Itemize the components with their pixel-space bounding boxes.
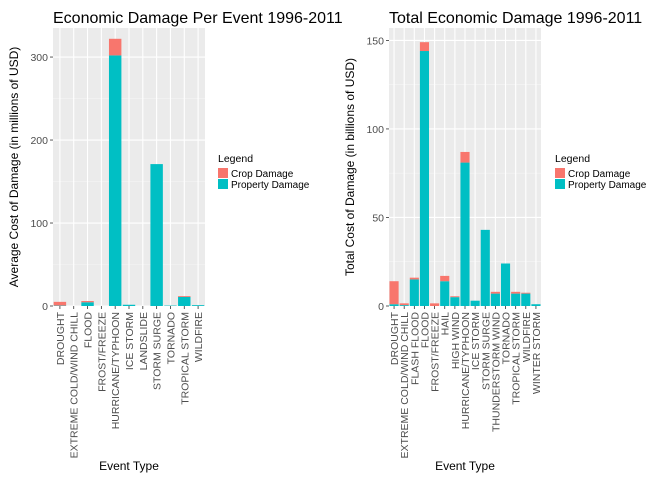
per-event-bar-property-2 (81, 302, 94, 306)
total-x-tick-label: THUNDERSTORM WIND (490, 312, 502, 432)
per-event-bar-property-9 (178, 296, 191, 306)
total-bar-property-0 (389, 304, 399, 306)
per-event-x-tick-label: HURRICANE/TYPHOON (110, 312, 122, 429)
total-x-tick-label: WILDFIRE (521, 312, 533, 362)
total-x-tick-label: FROST/FREEZE (430, 312, 442, 392)
per-event-x-tick-label: EXTREME COLD/WIND CHILL (69, 312, 81, 459)
per-event-legend-swatch (218, 179, 228, 189)
total-x-tick-label: TROPICAL STORM (511, 312, 523, 405)
total-legend-label: Property Damage (568, 180, 647, 191)
total-y-tick-label: 100 (366, 124, 384, 136)
total-bar-property-13 (521, 293, 531, 306)
total-x-tick-label: HAIL (440, 312, 452, 336)
total-bar-property-2 (409, 279, 419, 306)
per-event-x-axis-title: Event Type (99, 459, 159, 473)
per-event-x-tick-label: ICE STORM (124, 312, 136, 370)
per-event-bar-crop-0 (53, 301, 67, 306)
per-event-x-tick-label: TORNADO (165, 312, 177, 364)
total-x-tick-label: HIGH WIND (450, 312, 462, 370)
per-event-bar-property-10 (191, 305, 205, 306)
per-event-legend-label: Property Damage (231, 180, 310, 191)
total-bar-crop-4 (430, 303, 440, 306)
per-event-bar-crop-2 (81, 301, 94, 303)
total-x-tick-label: WINTER STORM (531, 312, 543, 394)
total-bar-crop-10 (490, 291, 500, 294)
total-bar-property-8 (470, 300, 480, 306)
total-bar-property-6 (450, 297, 460, 306)
total-bar-crop-2 (409, 277, 419, 280)
total-bar-crop-7 (460, 151, 470, 163)
total-x-axis-title: Event Type (435, 459, 495, 473)
total-legend-title: Legend (555, 153, 590, 165)
per-event-legend-swatch (218, 168, 228, 178)
per-event-y-tick-label: 300 (30, 52, 48, 64)
total-legend-swatch (555, 179, 565, 189)
total-bar-property-14 (531, 304, 541, 306)
per-event-x-tick-label: WILDFIRE (193, 312, 205, 362)
total-bar-property-10 (490, 293, 500, 306)
per-event-legend-title: Legend (218, 153, 253, 165)
per-event-x-tick-label: FLOOD (83, 312, 95, 349)
total-y-axis-title: Total Cost of Damage (in billions of USD… (343, 58, 357, 276)
total-x-tick-label: TORNADO (501, 312, 513, 364)
total-y-tick-label: 150 (366, 35, 384, 47)
total-bar-property-11 (500, 263, 511, 306)
total-bar-property-5 (440, 281, 450, 306)
total-bar-crop-12 (511, 291, 521, 294)
total-bar-crop-13 (521, 292, 531, 294)
total-y-tick-label: 50 (372, 212, 384, 224)
total-legend-label: Crop Damage (568, 169, 631, 180)
total-bar-crop-6 (450, 296, 460, 298)
total-x-tick-label: FLOOD (419, 312, 431, 349)
per-event-chart: 0 100 200 300 DROUGHT EXTREME COLD/WIND CHILL… (7, 10, 343, 473)
total-y-tick-label: 0 (378, 301, 384, 313)
per-event-x-tick-label: TROPICAL STORM (179, 312, 191, 405)
per-event-bar-property-5 (122, 304, 136, 306)
per-event-x-tick-label: LANDSLIDE (138, 312, 150, 370)
total-bar-crop-3 (419, 42, 430, 52)
total-x-tick-label: STORM SURGE (480, 312, 492, 390)
per-event-chart-title: Economic Damage Per Event 1996-2011 (53, 10, 343, 27)
total-bar-crop-0 (389, 281, 399, 305)
per-event-bar-crop-4 (108, 38, 122, 56)
per-event-y-tick-label: 0 (42, 301, 48, 313)
per-event-bar-crop-9 (178, 296, 191, 297)
total-bar-crop-5 (440, 275, 450, 282)
per-event-x-tick-label: DROUGHT (55, 311, 67, 365)
total-bar-crop-1 (399, 303, 409, 306)
total-bar-property-7 (460, 162, 470, 306)
total-chart-title: Total Economic Damage 1996-2011 (389, 10, 642, 27)
per-event-x-tick-label: FROST/FREEZE (96, 312, 108, 392)
total-bar-property-1 (399, 305, 409, 306)
total-x-tick-label: FLASH FLOOD (409, 312, 421, 385)
total-x-tick-label: ICE STORM (470, 312, 482, 370)
per-event-y-axis-title: Average Cost of Damage (in millions of U… (7, 47, 21, 288)
per-event-bar-property-7 (150, 164, 163, 306)
total-x-tick-label: DROUGHT (389, 311, 401, 365)
total-bar-property-12 (511, 293, 521, 306)
per-event-y-tick-label: 200 (30, 135, 48, 147)
total-bar-property-3 (419, 51, 430, 307)
per-event-bar-property-4 (108, 55, 122, 307)
total-x-tick-label: EXTREME COLD/WIND CHILL (399, 312, 411, 459)
per-event-legend-label: Crop Damage (231, 169, 294, 180)
per-event-x-tick-label: STORM SURGE (152, 312, 164, 390)
total-legend-swatch (555, 168, 565, 178)
total-bar-property-9 (480, 229, 490, 306)
per-event-y-tick-label: 100 (30, 218, 48, 230)
total-x-tick-label: HURRICANE/TYPHOON (460, 312, 472, 429)
